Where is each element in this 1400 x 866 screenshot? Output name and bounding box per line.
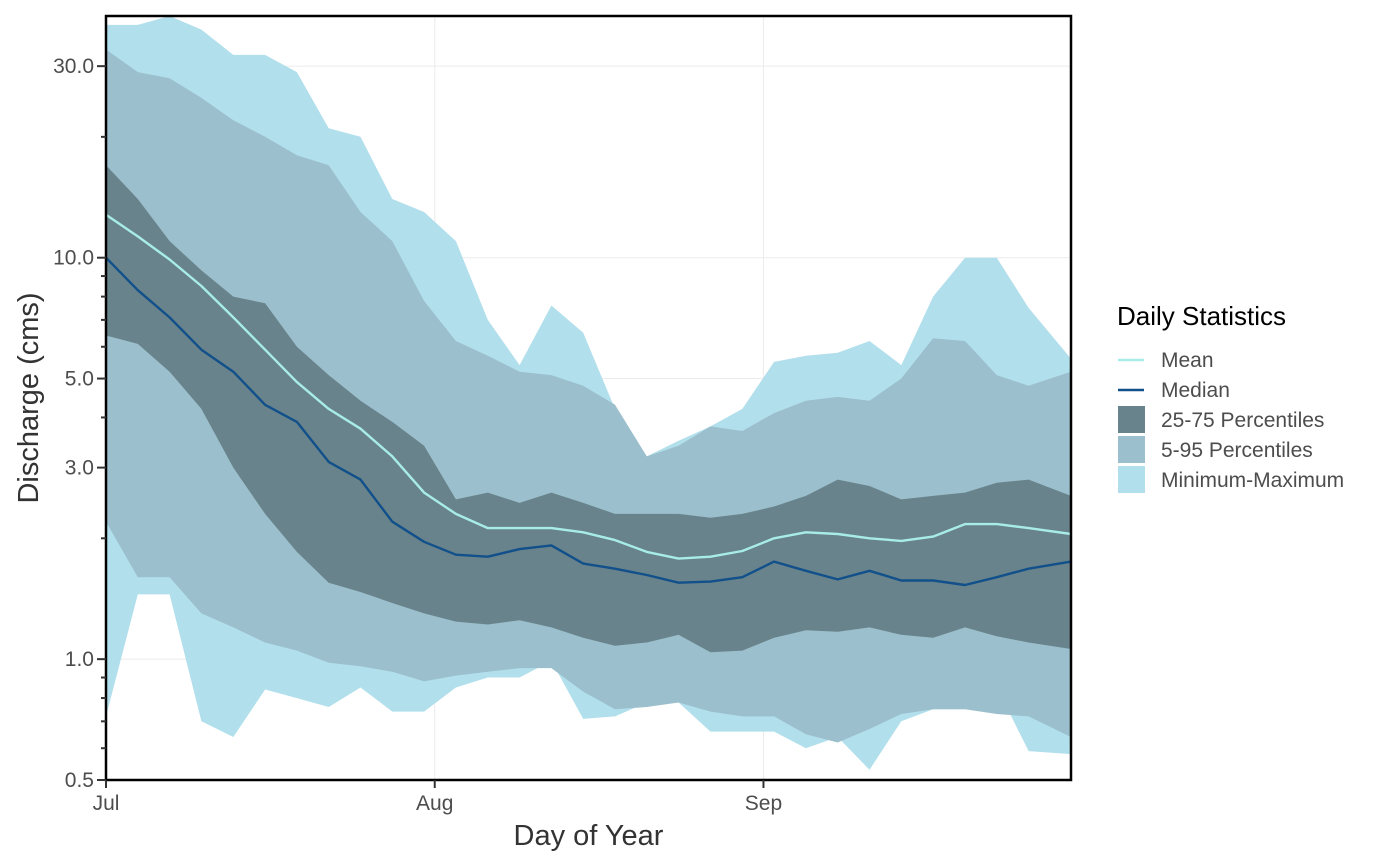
mean-line [105,213,1072,560]
plot-border [104,14,1073,782]
legend-label: Mean [1161,349,1214,372]
x-tick-label: Jul [93,792,120,815]
legend-label: 5-95 Percentiles [1161,439,1313,462]
x-axis: Jul Aug Sep [93,780,782,815]
y-tick-label: 0.5 [65,769,94,792]
legend-label: 25-75 Percentiles [1161,409,1324,432]
y-tick-label: 30.0 [53,55,94,78]
lines [105,213,1072,587]
legend-swatch [1118,466,1145,493]
legend-swatch [1118,436,1145,463]
y-tick-label: 5.0 [65,368,94,391]
legend-label: Minimum-Maximum [1161,469,1344,492]
legend-title: Daily Statistics [1117,301,1286,331]
legend: Daily Statistics Mean Median 25-75 Percent… [1117,301,1344,493]
median-line [105,256,1072,587]
band-25-75-percentiles [106,165,1071,653]
x-tick-label: Sep [745,792,782,815]
x-tick-label: Aug [416,792,453,815]
x-axis-title: Day of Year [514,820,664,852]
y-tick-label: 3.0 [65,457,94,480]
y-axis: 0.5 1.0 3.0 5.0 10.0 30.0 [53,55,106,792]
y-axis-title: Discharge (cms) [13,292,45,503]
y-tick-label: 1.0 [65,648,94,671]
legend-label: Median [1161,379,1230,402]
legend-swatch [1118,406,1145,433]
bands [106,16,1071,770]
y-tick-label: 10.0 [53,247,94,270]
